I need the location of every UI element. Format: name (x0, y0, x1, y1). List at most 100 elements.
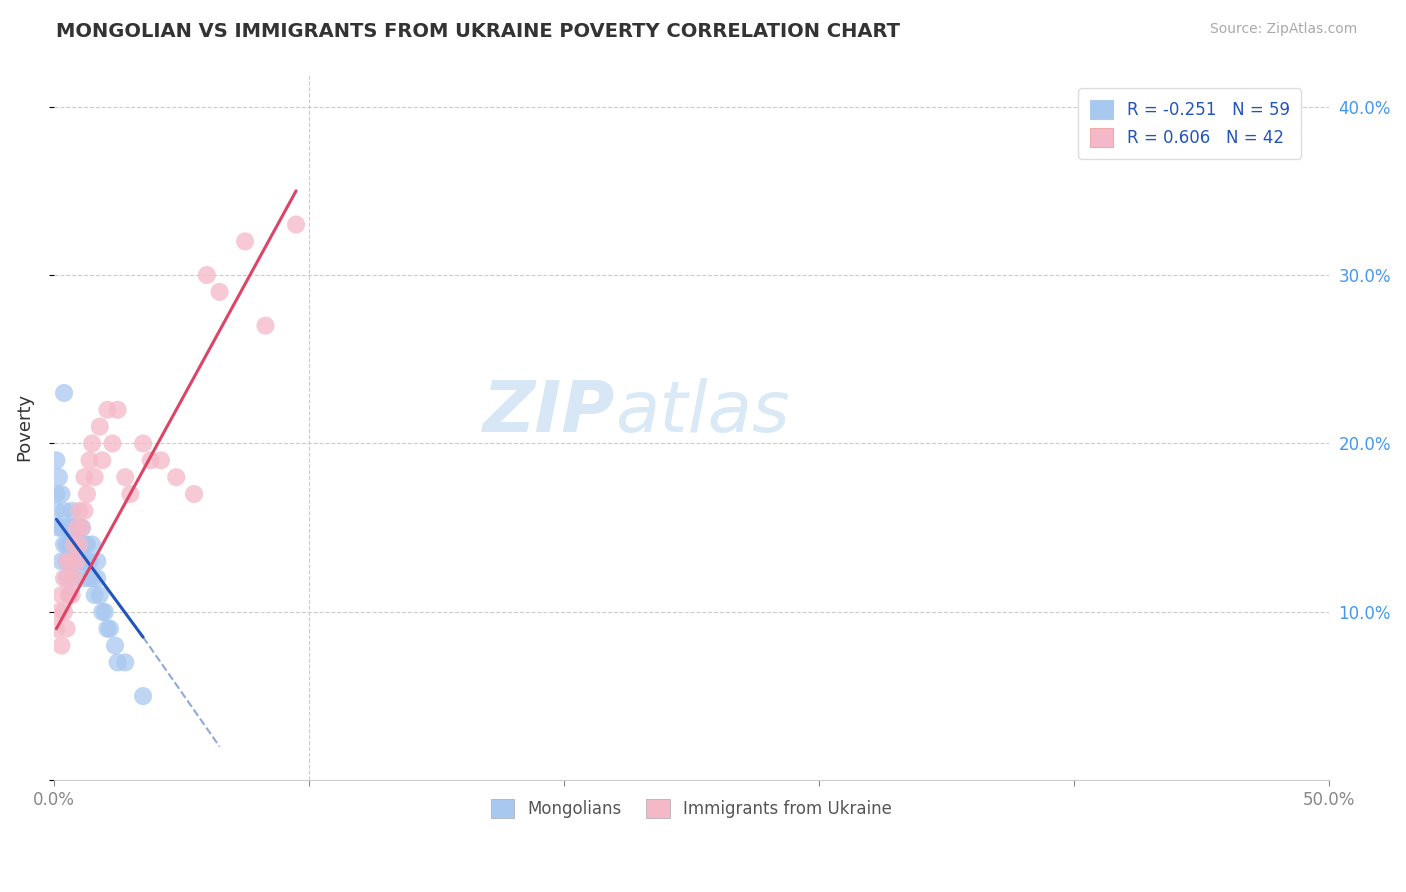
Point (86, 554, 108, 568)
Point (67, 537, 90, 551)
Point (58, 571, 80, 585)
Point (66, 537, 89, 551)
Point (183, 487, 205, 501)
Point (55, 554, 77, 568)
Point (73, 504, 96, 518)
Point (51, 487, 73, 501)
Point (55, 537, 77, 551)
Point (60, 537, 83, 551)
Point (60, 521, 83, 535)
Point (63, 521, 86, 535)
Point (73, 470, 96, 484)
Point (79, 554, 101, 568)
Point (165, 470, 187, 484)
Point (132, 436, 155, 450)
Point (51, 554, 73, 568)
Point (139, 453, 162, 467)
Point (285, 218, 308, 232)
Point (94, 605, 117, 619)
Point (73, 554, 96, 568)
Point (233, 235, 256, 249)
Point (45, 453, 67, 467)
Point (101, 436, 124, 450)
Point (89, 588, 111, 602)
Point (120, 487, 142, 501)
Point (86, 571, 108, 585)
Text: Source: ZipAtlas.com: Source: ZipAtlas.com (1209, 22, 1357, 37)
Point (208, 285, 231, 299)
Point (114, 470, 136, 484)
Point (67, 554, 90, 568)
Point (70, 554, 93, 568)
Point (55, 622, 77, 636)
Point (91, 453, 114, 467)
Point (73, 537, 96, 551)
Point (58, 537, 80, 551)
Point (66, 554, 89, 568)
Point (58, 588, 80, 602)
Point (107, 402, 129, 417)
Point (98, 622, 121, 636)
Point (63, 571, 86, 585)
Point (53, 386, 76, 401)
Point (55, 521, 77, 535)
Point (48, 470, 70, 484)
Point (73, 571, 96, 585)
Point (70, 521, 93, 535)
Point (63, 521, 86, 535)
Point (51, 521, 73, 535)
Point (60, 504, 83, 518)
Point (51, 588, 73, 602)
Point (96, 622, 118, 636)
Point (70, 521, 93, 535)
Point (45, 622, 67, 636)
Point (45, 504, 67, 518)
Point (67, 537, 90, 551)
Text: MONGOLIAN VS IMMIGRANTS FROM UKRAINE POVERTY CORRELATION CHART: MONGOLIAN VS IMMIGRANTS FROM UKRAINE POV… (56, 22, 900, 41)
Y-axis label: Poverty: Poverty (15, 392, 32, 460)
Point (55, 571, 77, 585)
Point (67, 521, 90, 535)
Point (45, 487, 67, 501)
Point (91, 605, 114, 619)
Point (114, 656, 136, 670)
Point (80, 571, 103, 585)
Point (107, 656, 129, 670)
Point (104, 639, 127, 653)
Point (58, 554, 80, 568)
Point (66, 537, 89, 551)
Text: atlas: atlas (614, 378, 789, 447)
Point (79, 571, 101, 585)
Point (53, 537, 76, 551)
Point (53, 504, 76, 518)
Point (60, 588, 83, 602)
Point (60, 554, 83, 568)
Point (66, 521, 89, 535)
Point (254, 318, 277, 333)
Point (89, 419, 111, 434)
Point (63, 571, 86, 585)
Point (80, 436, 103, 450)
Point (83, 588, 105, 602)
Point (76, 537, 98, 551)
Point (67, 504, 90, 518)
Point (76, 554, 98, 568)
Point (48, 521, 70, 535)
Point (53, 571, 76, 585)
Point (63, 537, 86, 551)
Point (132, 689, 155, 703)
Point (79, 453, 101, 467)
Point (83, 470, 105, 484)
Point (76, 487, 98, 501)
Point (51, 639, 73, 653)
Point (63, 554, 86, 568)
Point (66, 521, 89, 535)
Point (66, 554, 89, 568)
Point (58, 588, 80, 602)
Point (96, 402, 118, 417)
Point (80, 537, 103, 551)
Point (53, 605, 76, 619)
Legend: Mongolians, Immigrants from Ukraine: Mongolians, Immigrants from Ukraine (484, 792, 898, 825)
Point (48, 605, 70, 619)
Point (60, 554, 83, 568)
